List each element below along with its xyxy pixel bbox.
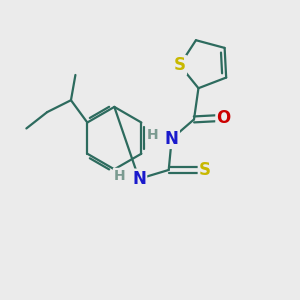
Text: O: O (217, 109, 231, 127)
Text: H: H (114, 169, 125, 183)
Text: S: S (174, 56, 186, 74)
Text: S: S (199, 161, 211, 179)
Text: N: N (132, 170, 146, 188)
Text: N: N (165, 130, 178, 148)
Text: H: H (147, 128, 158, 142)
